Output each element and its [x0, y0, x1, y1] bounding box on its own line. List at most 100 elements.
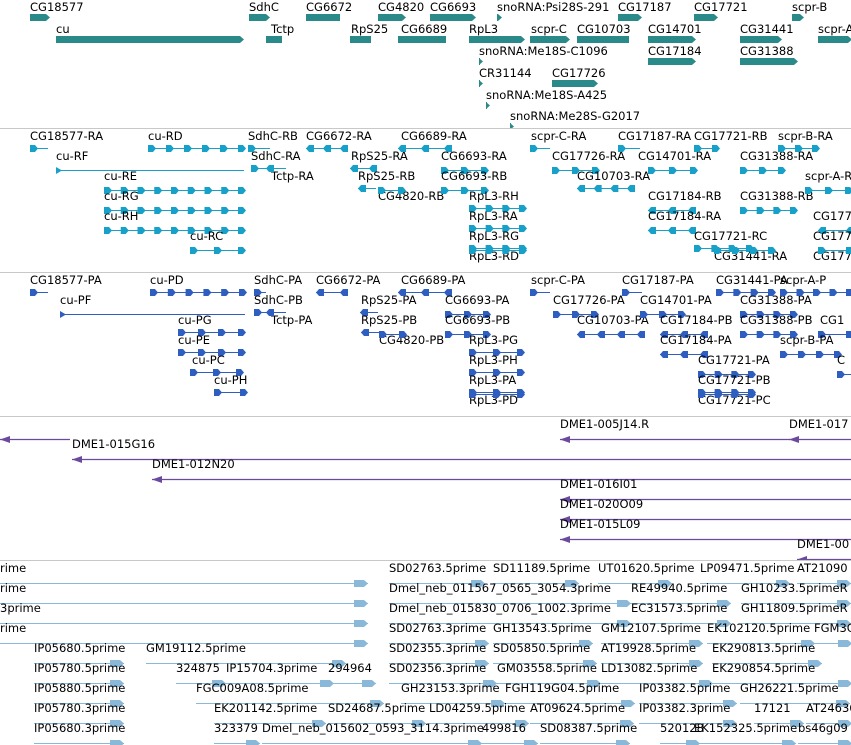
proteins-glyph-cu-pg[interactable]: [178, 328, 246, 337]
ests-label-ip03382-3prime[interactable]: IP03382.3prime: [639, 701, 731, 715]
transcripts-glyph-cu-re[interactable]: [104, 186, 246, 195]
transcripts-label-tctp-ra[interactable]: Tctp-RA: [271, 169, 314, 183]
genes-glyph-cg18577[interactable]: [30, 13, 50, 22]
ests-label-sd08387-5prime[interactable]: SD08387.5prime: [540, 721, 638, 735]
ests-glyph-re49940-5prime[interactable]: [631, 599, 731, 608]
ests-label-gh26221-5prime[interactable]: GH26221.5prime: [740, 681, 839, 695]
bacs-glyph-dme1-017[interactable]: [789, 435, 851, 444]
ests-glyph-sd02355-3prime[interactable]: [389, 659, 489, 668]
ests-glyph-gh11809-5primer[interactable]: [741, 619, 851, 628]
transcripts-label-cg17721-rb[interactable]: CG17721-RB: [694, 129, 768, 143]
ests-glyph-ip03382-5prime[interactable]: [639, 699, 737, 708]
transcripts-glyph-cu-rg[interactable]: [104, 206, 246, 215]
proteins-label-scpr-b-pa[interactable]: scpr-B-PA: [780, 333, 834, 347]
ests-glyph-ip03382-3prime[interactable]: [639, 719, 737, 728]
proteins-label-rps25-pb[interactable]: RpS25-PB: [361, 313, 418, 327]
ests-label-ip05680-3prime[interactable]: IP05680.3prime: [34, 721, 126, 735]
ests-label-ip05780-5prime[interactable]: IP05780.5prime: [34, 661, 126, 675]
bacs-glyph-dme1-00[interactable]: [797, 555, 851, 560]
ests-label-sd02763-3prime[interactable]: SD02763.3prime: [389, 621, 487, 635]
genes-glyph-sdhc[interactable]: [249, 13, 270, 22]
ests-glyph-dmel-neb-011567-0565-3054-3prime[interactable]: [389, 599, 631, 608]
ests-glyph-ek290854-5prime[interactable]: [712, 679, 851, 688]
proteins-glyph-cg18577-pa[interactable]: [30, 288, 48, 297]
genes-glyph-cu[interactable]: [56, 35, 244, 44]
ests-label-ld04259-5prime[interactable]: LD04259.5prime: [429, 701, 526, 715]
ests-glyph-499816[interactable]: [482, 739, 538, 745]
proteins-label-sdhc-pa[interactable]: SdhC-PA: [254, 273, 303, 287]
ests-label-fgm3c[interactable]: FGM3C: [814, 621, 851, 635]
transcripts-glyph-cu-rh[interactable]: [104, 226, 246, 235]
proteins-label-sdhc-pb[interactable]: SdhC-PB: [254, 293, 303, 307]
genes-label-snorna-me28s-g2017[interactable]: snoRNA:Me28S-G2017: [510, 109, 641, 123]
proteins-glyph-cu-pc[interactable]: [190, 368, 244, 377]
genes-label-cg4820[interactable]: CG4820: [378, 0, 425, 14]
genes-label-cg31441[interactable]: CG31441: [740, 22, 794, 36]
bacs-glyph-feature[interactable]: [0, 435, 70, 444]
transcripts-glyph-cg14701-ra[interactable]: [648, 166, 698, 175]
transcripts-glyph-cg17184-rb[interactable]: [648, 206, 696, 215]
bacs-glyph-dme1-015g16[interactable]: [72, 455, 851, 464]
genes-glyph-cg17726[interactable]: [552, 79, 598, 88]
transcripts-glyph-cg177[interactable]: [818, 226, 851, 235]
transcripts-glyph-rpl3-ra[interactable]: [469, 224, 527, 233]
proteins-label-cg17187-pa[interactable]: CG17187-PA: [622, 273, 694, 287]
ests-label-17121[interactable]: 17121: [754, 701, 791, 715]
transcripts-glyph-cg177[interactable]: [818, 246, 851, 255]
ests-label-at24636-5p[interactable]: AT24636.5p: [806, 701, 851, 715]
genes-glyph-scpr-b[interactable]: [792, 13, 804, 22]
ests-label-at19928-5prime[interactable]: AT19928.5prime: [601, 641, 697, 655]
genes-label-snorna-me18s-c1096[interactable]: snoRNA:Me18S-C1096: [479, 44, 608, 58]
transcripts-label-cg14701-ra[interactable]: CG14701-RA: [638, 149, 712, 163]
transcripts-label-cu-rh[interactable]: cu-RH: [104, 209, 139, 223]
ests-label-ip15704-3prime[interactable]: IP15704.3prime: [226, 661, 318, 675]
transcripts-label-cu-rg[interactable]: cu-RG: [104, 189, 139, 203]
transcripts-glyph-rpl3-rd[interactable]: [469, 246, 527, 255]
genes-label-cg14701[interactable]: CG14701: [648, 22, 702, 36]
proteins-glyph-cg14701-pa[interactable]: [640, 310, 686, 319]
bacs-label-dme1-00[interactable]: DME1-00: [797, 537, 850, 551]
ests-label-499816[interactable]: 499816: [482, 721, 526, 735]
transcripts-glyph-rpl3-rh[interactable]: [469, 204, 527, 213]
proteins-label-cu-pd[interactable]: cu-PD: [150, 273, 184, 287]
ests-glyph-ek102120-5prime[interactable]: [707, 639, 815, 648]
genes-glyph-snorna-me28s-g2017[interactable]: [510, 122, 514, 128]
transcripts-label-cg17726-ra[interactable]: CG17726-RA: [552, 149, 626, 163]
transcripts-label-sdhc-rb[interactable]: SdhC-RB: [248, 129, 298, 143]
proteins-glyph-scpr-b-pa[interactable]: [780, 350, 842, 359]
transcripts-glyph-cg6689-ra[interactable]: [398, 144, 452, 153]
genes-label-snorna-psi28s-291[interactable]: snoRNA:Psi28S-291: [497, 0, 610, 14]
proteins-label-cu-pg[interactable]: cu-PG: [178, 313, 212, 327]
ests-glyph-rime[interactable]: [0, 579, 368, 588]
ests-glyph-rime[interactable]: [0, 599, 368, 608]
ests-glyph-ek201142-5prime[interactable]: [214, 719, 326, 728]
transcripts-glyph-cg31441-ra[interactable]: [714, 246, 776, 255]
ests-glyph-ld13082-5prime[interactable]: [601, 679, 713, 688]
transcripts-label-cg17721-rc[interactable]: CG17721-RC: [694, 229, 768, 243]
proteins-label-cg31441-pa[interactable]: CG31441-PA: [716, 273, 788, 287]
transcripts-glyph-cg6693-ra[interactable]: [441, 166, 489, 175]
ests-glyph-ip05680-5prime[interactable]: [34, 659, 124, 668]
genes-glyph-snorna-me18s-c1096[interactable]: [479, 57, 483, 66]
ests-glyph-fgc009a08-5prime[interactable]: [196, 699, 384, 708]
ests-glyph-17121[interactable]: [754, 719, 804, 728]
ests-label-ek102120-5prime[interactable]: EK102120.5prime: [707, 621, 811, 635]
proteins-glyph-cu-pf[interactable]: [60, 310, 245, 319]
ests-glyph-ip05680-3prime[interactable]: [34, 739, 124, 745]
ests-label-lp09471-5prime[interactable]: LP09471.5prime: [700, 561, 795, 575]
proteins-glyph-cg17726-pa[interactable]: [553, 310, 599, 319]
ests-glyph-sd02356-3prime[interactable]: [389, 679, 497, 688]
genes-glyph-cg14701[interactable]: [648, 35, 696, 44]
bacs-label-dme1-015g16[interactable]: DME1-015G16: [72, 437, 156, 451]
genes-glyph-cg10703[interactable]: [577, 35, 633, 44]
proteins-label-cg31388-pb[interactable]: CG31388-PB: [740, 313, 813, 327]
transcripts-glyph-cg18577-ra[interactable]: [30, 144, 48, 153]
transcripts-label-rps25-ra[interactable]: RpS25-RA: [351, 149, 408, 163]
ests-label-gm03558-5prime[interactable]: GM03558.5prime: [497, 661, 597, 675]
genes-label-cg10703[interactable]: CG10703: [577, 22, 631, 36]
ests-label-520128[interactable]: 520128: [660, 721, 704, 735]
transcripts-label-scpr-a-rb[interactable]: scpr-A-RB: [805, 169, 851, 183]
ests-glyph-ip05780-3prime[interactable]: [34, 719, 124, 728]
proteins-glyph-sdhc-pa[interactable]: [254, 288, 266, 297]
proteins-label-rpl3-pa[interactable]: RpL3-PA: [469, 373, 517, 387]
